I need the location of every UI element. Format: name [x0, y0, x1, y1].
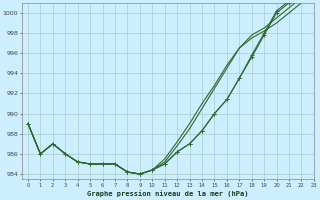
X-axis label: Graphe pression niveau de la mer (hPa): Graphe pression niveau de la mer (hPa) [87, 190, 249, 197]
